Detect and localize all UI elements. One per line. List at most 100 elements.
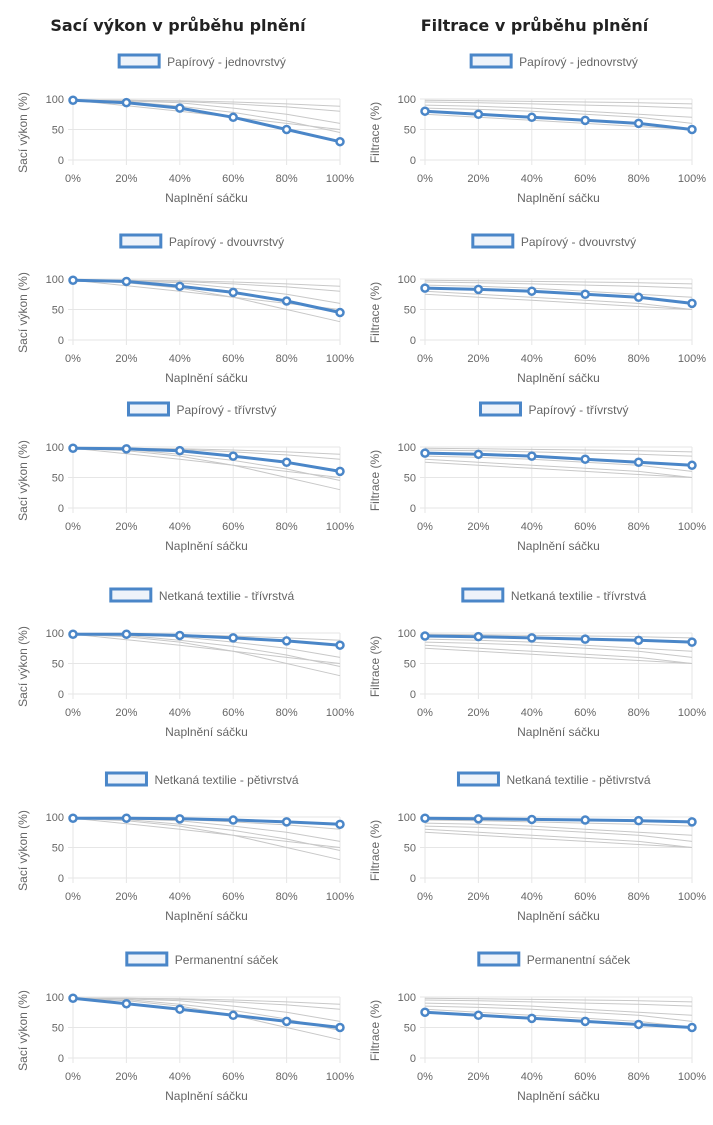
data-point[interactable] (420, 631, 430, 641)
data-point[interactable] (281, 817, 292, 827)
data-point[interactable] (687, 637, 697, 647)
data-point[interactable] (473, 814, 484, 824)
data-point[interactable] (68, 629, 78, 639)
legend[interactable]: Permanentní sáček (477, 951, 631, 967)
y-axis-title: Filtrace (%) (368, 1000, 382, 1061)
data-point[interactable] (527, 814, 537, 825)
data-point[interactable] (527, 1013, 537, 1024)
reference-line-0 (424, 828, 693, 848)
data-point[interactable] (281, 124, 292, 135)
legend-label: Permanentní sáček (175, 953, 279, 967)
x-tick-label: 0% (417, 173, 433, 185)
data-point[interactable] (228, 112, 238, 123)
data-point[interactable] (335, 1022, 345, 1033)
legend[interactable]: Permanentní sáček (125, 951, 279, 967)
legend-swatch (126, 401, 170, 417)
data-point[interactable] (633, 815, 644, 826)
data-point[interactable] (175, 103, 185, 113)
data-point[interactable] (121, 444, 132, 454)
legend-swatch (119, 233, 163, 249)
data-point[interactable] (121, 629, 132, 639)
data-point[interactable] (580, 115, 590, 126)
data-point[interactable] (68, 813, 78, 823)
data-point[interactable] (68, 275, 78, 285)
data-point[interactable] (687, 817, 697, 827)
data-point[interactable] (633, 457, 644, 467)
data-point[interactable] (121, 998, 132, 1009)
data-point[interactable] (68, 443, 78, 453)
data-point[interactable] (68, 993, 78, 1003)
data-point[interactable] (228, 633, 238, 643)
legend[interactable]: Papírový - třívrstvý (478, 401, 629, 417)
y-tick-label: 100 (46, 442, 64, 454)
data-point[interactable] (687, 460, 697, 471)
data-point[interactable] (121, 97, 132, 108)
reference-line-3 (424, 449, 693, 457)
data-point[interactable] (473, 284, 484, 295)
y-tick-label: 50 (52, 305, 64, 317)
data-point[interactable] (687, 298, 697, 309)
data-point[interactable] (473, 449, 484, 460)
legend[interactable]: Papírový - třívrstvý (126, 401, 277, 417)
legend[interactable]: Netkaná textilie - pětivrstvá (104, 771, 299, 787)
legend[interactable]: Netkaná textilie - pětivrstvá (456, 771, 651, 787)
x-tick-label: 80% (628, 1071, 650, 1083)
data-point[interactable] (335, 819, 345, 830)
data-point[interactable] (473, 109, 484, 119)
data-point[interactable] (228, 815, 238, 825)
data-point[interactable] (420, 448, 430, 458)
data-point[interactable] (580, 815, 590, 825)
data-point[interactable] (633, 635, 644, 646)
legend[interactable]: Papírový - dvouvrstvý (119, 233, 284, 249)
data-point[interactable] (228, 451, 238, 461)
data-point[interactable] (580, 454, 590, 464)
data-point[interactable] (527, 286, 537, 296)
legend[interactable]: Papírový - jednovrstvý (469, 53, 638, 69)
data-point[interactable] (175, 445, 185, 456)
legend[interactable]: Netkaná textilie - třívrstvá (461, 587, 647, 603)
data-point[interactable] (335, 307, 345, 318)
data-point[interactable] (527, 633, 537, 643)
data-point[interactable] (175, 281, 185, 292)
data-point[interactable] (228, 1010, 238, 1021)
data-point[interactable] (580, 634, 590, 644)
data-point[interactable] (68, 95, 78, 105)
data-point[interactable] (335, 466, 345, 477)
data-point[interactable] (175, 630, 185, 641)
data-point[interactable] (175, 814, 185, 824)
data-point[interactable] (580, 1016, 590, 1027)
series-main (420, 448, 697, 471)
legend[interactable]: Papírový - jednovrstvý (117, 53, 286, 69)
data-point[interactable] (335, 640, 345, 650)
x-tick-label: 0% (417, 1071, 433, 1083)
data-point[interactable] (175, 1004, 185, 1014)
data-point[interactable] (473, 1010, 484, 1021)
data-point[interactable] (281, 296, 292, 306)
data-point[interactable] (121, 276, 132, 287)
data-point[interactable] (687, 1022, 697, 1033)
data-point[interactable] (687, 124, 697, 135)
reference-line-4 (424, 633, 693, 639)
data-point[interactable] (527, 112, 537, 123)
data-point[interactable] (281, 1016, 292, 1027)
data-point[interactable] (633, 118, 644, 129)
data-point[interactable] (335, 136, 345, 147)
legend[interactable]: Netkaná textilie - třívrstvá (109, 587, 295, 603)
data-point[interactable] (633, 292, 644, 303)
data-point[interactable] (420, 283, 430, 293)
x-tick-label: 80% (628, 707, 650, 719)
data-point[interactable] (281, 457, 292, 467)
data-point[interactable] (473, 631, 484, 642)
data-point[interactable] (228, 287, 238, 298)
data-point[interactable] (420, 1007, 430, 1017)
x-tick-label: 0% (65, 521, 81, 533)
data-point[interactable] (580, 289, 590, 299)
data-point[interactable] (420, 813, 430, 823)
data-point[interactable] (121, 813, 132, 823)
data-point[interactable] (527, 451, 537, 461)
series-line (424, 286, 693, 305)
data-point[interactable] (633, 1019, 644, 1030)
data-point[interactable] (420, 106, 430, 116)
data-point[interactable] (281, 636, 292, 646)
legend[interactable]: Papírový - dvouvrstvý (471, 233, 636, 249)
